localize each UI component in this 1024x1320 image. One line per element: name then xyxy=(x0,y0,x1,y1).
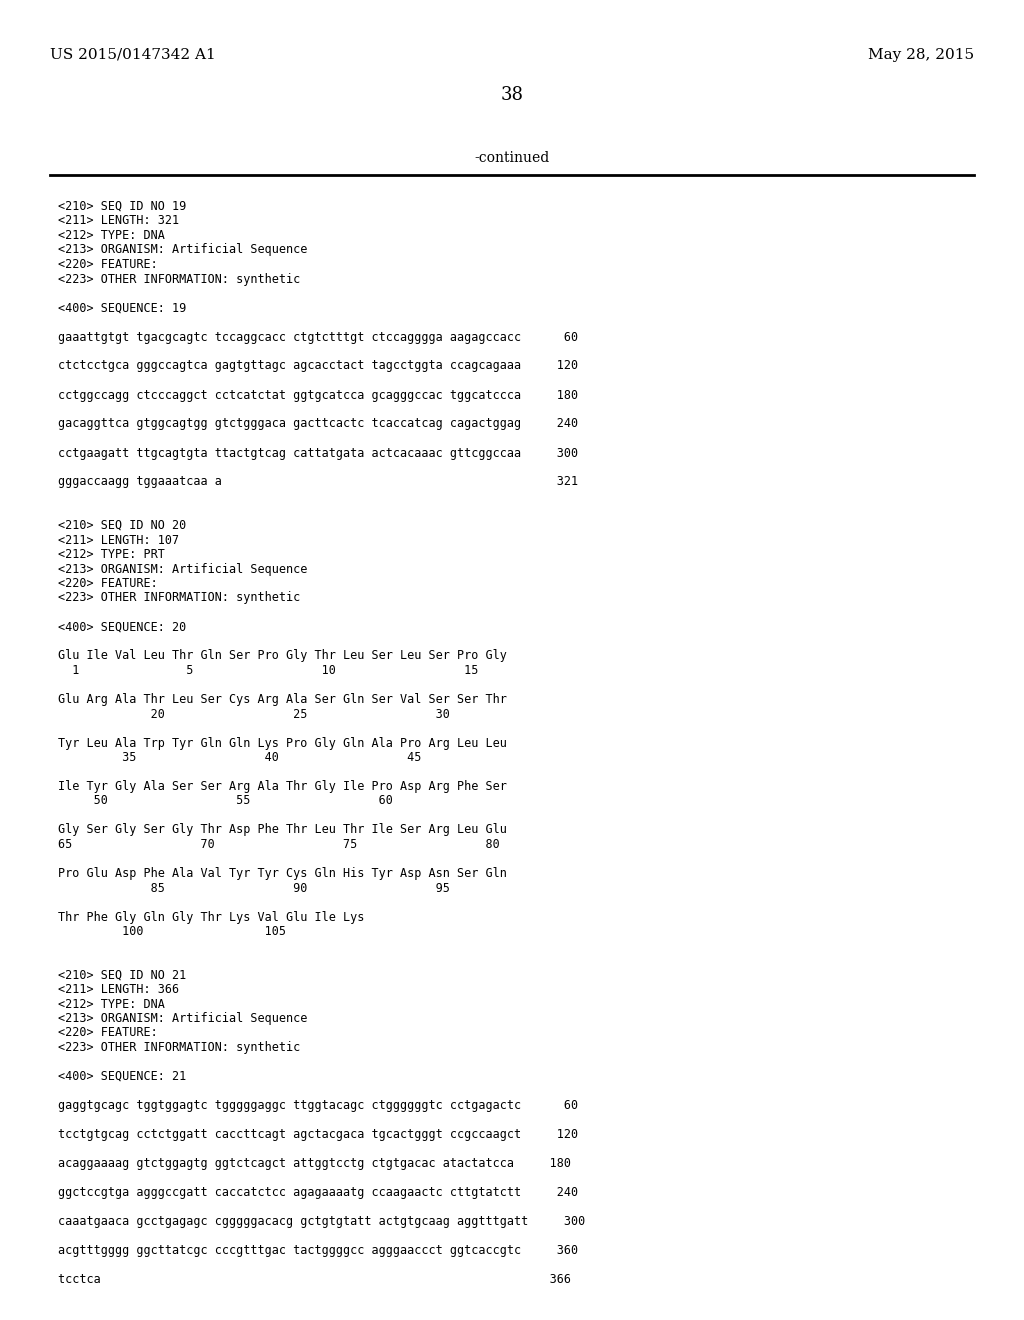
Text: -continued: -continued xyxy=(474,150,550,165)
Text: Tyr Leu Ala Trp Tyr Gln Gln Lys Pro Gly Gln Ala Pro Arg Leu Leu: Tyr Leu Ala Trp Tyr Gln Gln Lys Pro Gly … xyxy=(58,737,507,750)
Text: <400> SEQUENCE: 21: <400> SEQUENCE: 21 xyxy=(58,1071,186,1082)
Text: Pro Glu Asp Phe Ala Val Tyr Tyr Cys Gln His Tyr Asp Asn Ser Gln: Pro Glu Asp Phe Ala Val Tyr Tyr Cys Gln … xyxy=(58,867,507,880)
Text: US 2015/0147342 A1: US 2015/0147342 A1 xyxy=(50,48,216,62)
Text: tcctca                                                               366: tcctca 366 xyxy=(58,1272,571,1286)
Text: <210> SEQ ID NO 20: <210> SEQ ID NO 20 xyxy=(58,519,186,532)
Text: <223> OTHER INFORMATION: synthetic: <223> OTHER INFORMATION: synthetic xyxy=(58,272,300,285)
Text: <220> FEATURE:: <220> FEATURE: xyxy=(58,577,158,590)
Text: 85                  90                  95: 85 90 95 xyxy=(58,882,450,895)
Text: Ile Tyr Gly Ala Ser Ser Arg Ala Thr Gly Ile Pro Asp Arg Phe Ser: Ile Tyr Gly Ala Ser Ser Arg Ala Thr Gly … xyxy=(58,780,507,793)
Text: 35                  40                  45: 35 40 45 xyxy=(58,751,421,764)
Text: <213> ORGANISM: Artificial Sequence: <213> ORGANISM: Artificial Sequence xyxy=(58,562,307,576)
Text: Thr Phe Gly Gln Gly Thr Lys Val Glu Ile Lys: Thr Phe Gly Gln Gly Thr Lys Val Glu Ile … xyxy=(58,911,365,924)
Text: acgtttgggg ggcttatcgc cccgtttgac tactggggcc agggaaccct ggtcaccgtc     360: acgtttgggg ggcttatcgc cccgtttgac tactggg… xyxy=(58,1243,579,1257)
Text: <400> SEQUENCE: 20: <400> SEQUENCE: 20 xyxy=(58,620,186,634)
Text: <210> SEQ ID NO 19: <210> SEQ ID NO 19 xyxy=(58,201,186,213)
Text: gacaggttca gtggcagtgg gtctgggaca gacttcactc tcaccatcag cagactggag     240: gacaggttca gtggcagtgg gtctgggaca gacttca… xyxy=(58,417,579,430)
Text: caaatgaaca gcctgagagc cgggggacacg gctgtgtatt actgtgcaag aggtttgatt     300: caaatgaaca gcctgagagc cgggggacacg gctgtg… xyxy=(58,1214,586,1228)
Text: Glu Ile Val Leu Thr Gln Ser Pro Gly Thr Leu Ser Leu Ser Pro Gly: Glu Ile Val Leu Thr Gln Ser Pro Gly Thr … xyxy=(58,649,507,663)
Text: <213> ORGANISM: Artificial Sequence: <213> ORGANISM: Artificial Sequence xyxy=(58,1012,307,1026)
Text: cctggccagg ctcccaggct cctcatctat ggtgcatcca gcagggccac tggcatccca     180: cctggccagg ctcccaggct cctcatctat ggtgcat… xyxy=(58,388,579,401)
Text: <223> OTHER INFORMATION: synthetic: <223> OTHER INFORMATION: synthetic xyxy=(58,1041,300,1053)
Text: <220> FEATURE:: <220> FEATURE: xyxy=(58,257,158,271)
Text: cctgaagatt ttgcagtgta ttactgtcag cattatgata actcacaaac gttcggccaa     300: cctgaagatt ttgcagtgta ttactgtcag cattatg… xyxy=(58,446,579,459)
Text: ctctcctgca gggccagtca gagtgttagc agcacctact tagcctggta ccagcagaaa     120: ctctcctgca gggccagtca gagtgttagc agcacct… xyxy=(58,359,579,372)
Text: 100                 105: 100 105 xyxy=(58,925,286,939)
Text: ggctccgtga agggccgatt caccatctcc agagaaaatg ccaagaactc cttgtatctt     240: ggctccgtga agggccgatt caccatctcc agagaaa… xyxy=(58,1185,579,1199)
Text: <213> ORGANISM: Artificial Sequence: <213> ORGANISM: Artificial Sequence xyxy=(58,243,307,256)
Text: <223> OTHER INFORMATION: synthetic: <223> OTHER INFORMATION: synthetic xyxy=(58,591,300,605)
Text: <212> TYPE: DNA: <212> TYPE: DNA xyxy=(58,228,165,242)
Text: Gly Ser Gly Ser Gly Thr Asp Phe Thr Leu Thr Ile Ser Arg Leu Glu: Gly Ser Gly Ser Gly Thr Asp Phe Thr Leu … xyxy=(58,824,507,837)
Text: <220> FEATURE:: <220> FEATURE: xyxy=(58,1027,158,1040)
Text: <211> LENGTH: 366: <211> LENGTH: 366 xyxy=(58,983,179,997)
Text: <211> LENGTH: 107: <211> LENGTH: 107 xyxy=(58,533,179,546)
Text: acaggaaaag gtctggagtg ggtctcagct attggtcctg ctgtgacac atactatcca     180: acaggaaaag gtctggagtg ggtctcagct attggtc… xyxy=(58,1158,571,1170)
Text: 20                  25                  30: 20 25 30 xyxy=(58,708,450,721)
Text: 38: 38 xyxy=(501,86,523,104)
Text: <211> LENGTH: 321: <211> LENGTH: 321 xyxy=(58,214,179,227)
Text: tcctgtgcag cctctggatt caccttcagt agctacgaca tgcactgggt ccgccaagct     120: tcctgtgcag cctctggatt caccttcagt agctacg… xyxy=(58,1129,579,1140)
Text: gaggtgcagc tggtggagtc tgggggaggc ttggtacagc ctggggggtc cctgagactc      60: gaggtgcagc tggtggagtc tgggggaggc ttggtac… xyxy=(58,1100,579,1111)
Text: gaaattgtgt tgacgcagtc tccaggcacc ctgtctttgt ctccagggga aagagccacc      60: gaaattgtgt tgacgcagtc tccaggcacc ctgtctt… xyxy=(58,330,579,343)
Text: <212> TYPE: DNA: <212> TYPE: DNA xyxy=(58,998,165,1011)
Text: gggaccaagg tggaaatcaa a                                               321: gggaccaagg tggaaatcaa a 321 xyxy=(58,475,579,488)
Text: <210> SEQ ID NO 21: <210> SEQ ID NO 21 xyxy=(58,969,186,982)
Text: May 28, 2015: May 28, 2015 xyxy=(868,48,974,62)
Text: 50                  55                  60: 50 55 60 xyxy=(58,795,393,808)
Text: 1               5                  10                  15: 1 5 10 15 xyxy=(58,664,478,677)
Text: 65                  70                  75                  80: 65 70 75 80 xyxy=(58,838,500,851)
Text: <400> SEQUENCE: 19: <400> SEQUENCE: 19 xyxy=(58,301,186,314)
Text: Glu Arg Ala Thr Leu Ser Cys Arg Ala Ser Gln Ser Val Ser Ser Thr: Glu Arg Ala Thr Leu Ser Cys Arg Ala Ser … xyxy=(58,693,507,706)
Text: <212> TYPE: PRT: <212> TYPE: PRT xyxy=(58,548,165,561)
